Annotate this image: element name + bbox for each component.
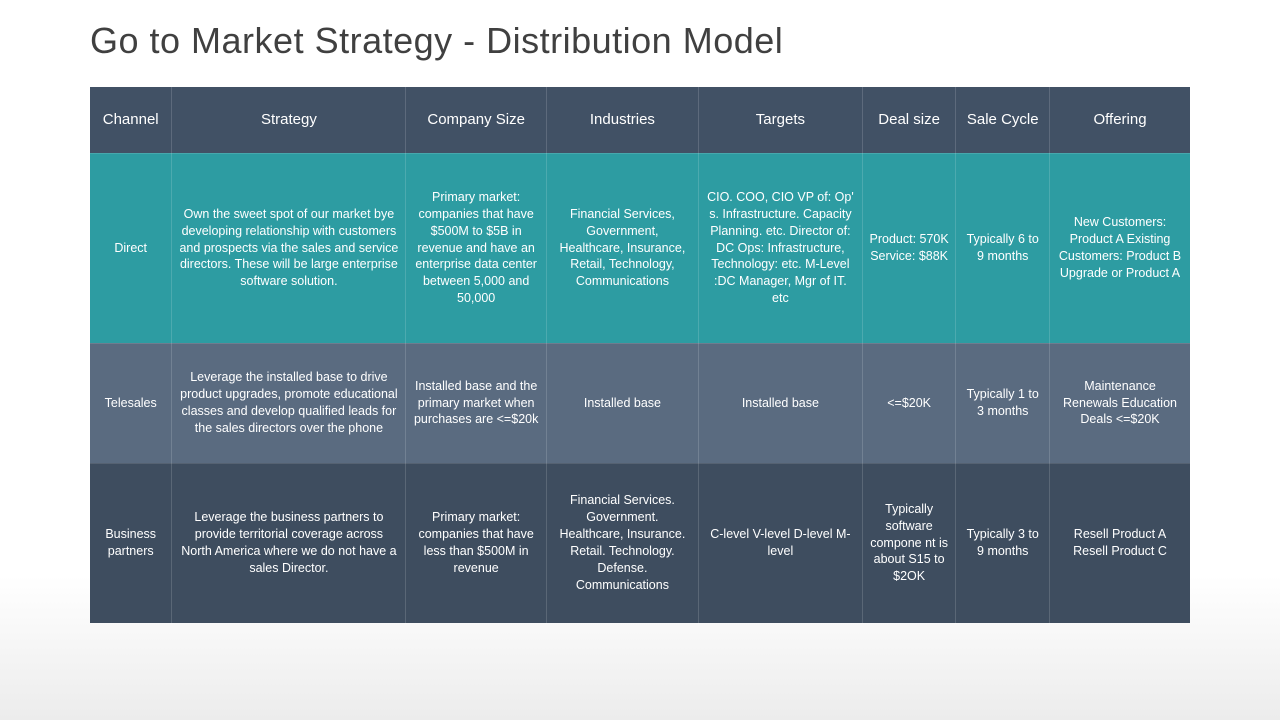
table-cell: Leverage the installed base to drive pro… [172, 343, 406, 463]
table-row: DirectOwn the sweet spot of our market b… [90, 153, 1190, 343]
table-container: ChannelStrategyCompany SizeIndustriesTar… [0, 62, 1280, 624]
table-cell: Resell Product A Resell Product C [1050, 463, 1190, 623]
table-cell: Typically software compone nt is about S… [862, 463, 956, 623]
table-row: TelesalesLeverage the installed base to … [90, 343, 1190, 463]
column-header: Deal size [862, 87, 956, 153]
table-cell: C-level V-level D-level M-level [698, 463, 862, 623]
table-cell: Typically 6 to 9 months [956, 153, 1050, 343]
slide-title: Go to Market Strategy - Distribution Mod… [0, 0, 1280, 62]
column-header: Channel [90, 87, 172, 153]
table-header-row: ChannelStrategyCompany SizeIndustriesTar… [90, 87, 1190, 153]
table-row: Business partnersLeverage the business p… [90, 463, 1190, 623]
table-cell: Own the sweet spot of our market bye dev… [172, 153, 406, 343]
table-cell: Primary market: companies that have less… [406, 463, 546, 623]
table-cell: Installed base [698, 343, 862, 463]
table-cell: Primary market: companies that have $500… [406, 153, 546, 343]
table-cell: Maintenance Renewals Education Deals <=$… [1050, 343, 1190, 463]
table-cell: Installed base [546, 343, 698, 463]
table-cell: <=$20K [862, 343, 956, 463]
table-cell: Product: 570K Service: $88K [862, 153, 956, 343]
table-cell: Financial Services, Government, Healthca… [546, 153, 698, 343]
table-cell: Telesales [90, 343, 172, 463]
table-cell: Financial Services. Government. Healthca… [546, 463, 698, 623]
table-cell: Typically 3 to 9 months [956, 463, 1050, 623]
table-cell: Leverage the business partners to provid… [172, 463, 406, 623]
table-cell: New Customers: Product A Existing Custom… [1050, 153, 1190, 343]
table-cell: CIO. COO, CIO VP of: Op' s. Infrastructu… [698, 153, 862, 343]
column-header: Industries [546, 87, 698, 153]
column-header: Company Size [406, 87, 546, 153]
table-cell: Business partners [90, 463, 172, 623]
distribution-table: ChannelStrategyCompany SizeIndustriesTar… [90, 87, 1190, 624]
table-cell: Direct [90, 153, 172, 343]
column-header: Targets [698, 87, 862, 153]
column-header: Offering [1050, 87, 1190, 153]
table-cell: Installed base and the primary market wh… [406, 343, 546, 463]
table-cell: Typically 1 to 3 months [956, 343, 1050, 463]
column-header: Sale Cycle [956, 87, 1050, 153]
column-header: Strategy [172, 87, 406, 153]
